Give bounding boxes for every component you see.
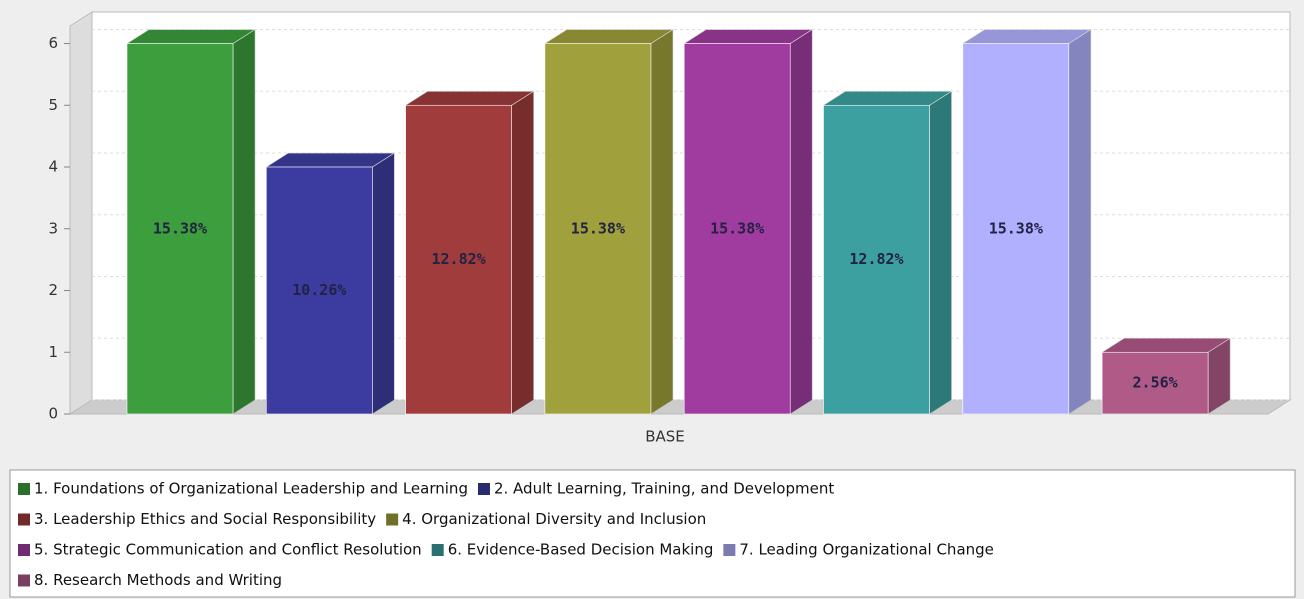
legend-label: 4. Organizational Diversity and Inclusio…	[402, 510, 706, 528]
y-tick-label: 0	[48, 405, 58, 423]
bar-top	[683, 29, 814, 44]
legend-label: 5. Strategic Communication and Conflict …	[34, 541, 422, 559]
y-tick-label: 1	[48, 343, 58, 361]
legend-swatch	[386, 513, 399, 526]
bar-top	[1101, 337, 1232, 353]
bar-side	[929, 90, 952, 415]
legend-swatch	[18, 544, 30, 556]
bar	[962, 43, 1070, 415]
legend-swatch	[18, 513, 30, 526]
legend-label: 7. Leading Organizational Change	[739, 541, 994, 559]
y-tick-label: 5	[48, 96, 58, 114]
legend	[9, 469, 1296, 598]
legend-label: 8. Research Methods and Writing	[34, 571, 282, 589]
bar-top	[404, 90, 535, 106]
y-tick-label: 3	[48, 219, 58, 237]
bar-side	[232, 28, 256, 415]
value-label: 15.38%	[153, 219, 207, 237]
legend-swatch	[18, 574, 30, 587]
bar-side	[1068, 28, 1092, 415]
bar-top	[543, 29, 674, 44]
value-label: 15.38%	[989, 219, 1043, 237]
bar-side	[511, 90, 534, 415]
bar-top	[961, 29, 1092, 44]
bar	[405, 104, 512, 415]
y-tick-label: 6	[48, 34, 58, 52]
value-label: 12.82%	[849, 250, 903, 268]
value-label: 15.38%	[710, 219, 764, 237]
legend-swatch	[723, 544, 736, 556]
legend-label: 6. Evidence-Based Decision Making	[448, 541, 714, 559]
value-label: 2.56%	[1133, 374, 1178, 392]
value-label: 10.26%	[292, 281, 346, 299]
bar	[823, 104, 930, 415]
bar-side	[371, 152, 395, 415]
bar-top	[265, 152, 396, 168]
legend-label: 1. Foundations of Organizational Leaders…	[34, 480, 468, 498]
legend-label: 3. Leadership Ethics and Social Responsi…	[34, 510, 376, 528]
y-tick-label: 2	[48, 281, 58, 299]
category-label: BASE	[645, 428, 685, 446]
legend-swatch	[477, 483, 490, 495]
value-label: 12.82%	[432, 250, 486, 268]
side-wall	[69, 11, 93, 415]
bar	[544, 43, 652, 415]
bar-top	[125, 29, 257, 44]
bar	[683, 43, 791, 415]
bar	[1101, 351, 1209, 415]
bar-top	[822, 90, 953, 106]
bar-side	[789, 28, 813, 415]
bar	[265, 166, 373, 415]
value-label: 15.38%	[571, 219, 625, 237]
y-tick-label: 4	[48, 158, 58, 176]
legend-swatch	[431, 544, 444, 556]
legend-swatch	[18, 483, 30, 495]
legend-label: 2. Adult Learning, Training, and Develop…	[494, 480, 834, 498]
bar-side	[650, 28, 674, 415]
bar	[126, 43, 234, 415]
